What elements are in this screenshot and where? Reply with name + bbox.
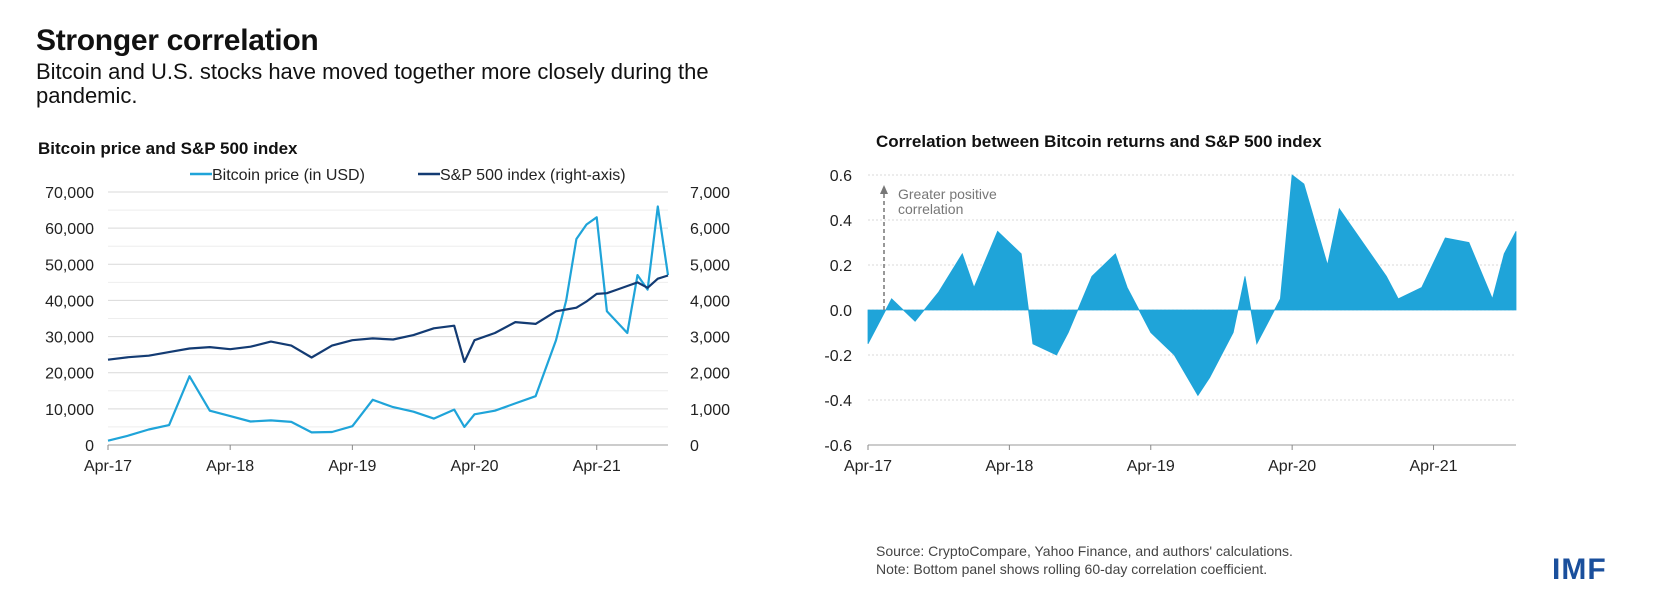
- y-tick-left: 50,000: [45, 257, 94, 274]
- y-tick-left: 30,000: [45, 330, 94, 347]
- x-tick-label: Apr-20: [1268, 458, 1316, 475]
- y-tick-left: 20,000: [45, 366, 94, 383]
- y-tick-left: 70,000: [45, 185, 94, 202]
- x-tick-label: Apr-17: [84, 458, 132, 475]
- y-tick-right: 1,000: [690, 402, 730, 419]
- y-tick-right: 6,000: [690, 221, 730, 238]
- x-tick-label: Apr-20: [451, 458, 499, 475]
- y-tick: -0.6: [824, 438, 852, 455]
- y-tick-left: 10,000: [45, 402, 94, 419]
- x-tick-label: Apr-18: [206, 458, 254, 475]
- correlation-area: [867, 174, 1517, 397]
- x-tick-label: Apr-19: [328, 458, 376, 475]
- legend-bitcoin-label: Bitcoin price (in USD): [212, 167, 365, 184]
- annotation-text: correlation: [898, 201, 963, 217]
- y-tick-right: 2,000: [690, 366, 730, 383]
- y-tick: 0.0: [830, 303, 852, 320]
- y-tick-left: 0: [85, 438, 94, 455]
- y-tick: 0.4: [830, 213, 852, 230]
- x-tick-label: Apr-21: [573, 458, 621, 475]
- right-panel-title: Correlation between Bitcoin returns and …: [876, 132, 1322, 151]
- source-note: Source: CryptoCompare, Yahoo Finance, an…: [876, 542, 1293, 578]
- imf-logo: IMF: [1552, 553, 1607, 586]
- y-tick-right: 5,000: [690, 257, 730, 274]
- chart-title: Stronger correlation: [36, 24, 319, 57]
- left-panel-title: Bitcoin price and S&P 500 index: [38, 139, 298, 158]
- chart-subtitle: Bitcoin and U.S. stocks have moved toget…: [36, 59, 709, 108]
- y-tick: 0.2: [830, 258, 852, 275]
- sp500-line: [107, 274, 669, 363]
- source-text: Source: CryptoCompare, Yahoo Finance, an…: [876, 543, 1293, 559]
- bitcoin-price-line: [107, 205, 670, 442]
- y-tick: -0.2: [824, 348, 852, 365]
- y-tick-right: 4,000: [690, 293, 730, 310]
- annotation-arrowhead: [880, 185, 888, 194]
- y-tick-left: 60,000: [45, 221, 94, 238]
- y-tick: -0.4: [824, 393, 852, 410]
- x-tick-label: Apr-21: [1410, 458, 1458, 475]
- note-text: Note: Bottom panel shows rolling 60-day …: [876, 561, 1268, 577]
- y-tick: 0.6: [830, 168, 852, 185]
- x-tick-label: Apr-19: [1127, 458, 1175, 475]
- legend-sp500-label: S&P 500 index (right-axis): [440, 167, 626, 184]
- x-tick-label: Apr-18: [985, 458, 1033, 475]
- y-tick-right: 7,000: [690, 185, 730, 202]
- y-tick-left: 40,000: [45, 293, 94, 310]
- y-tick-right: 3,000: [690, 330, 730, 347]
- annotation-text: Greater positive: [898, 186, 997, 202]
- x-tick-label: Apr-17: [844, 458, 892, 475]
- y-tick-right: 0: [690, 438, 699, 455]
